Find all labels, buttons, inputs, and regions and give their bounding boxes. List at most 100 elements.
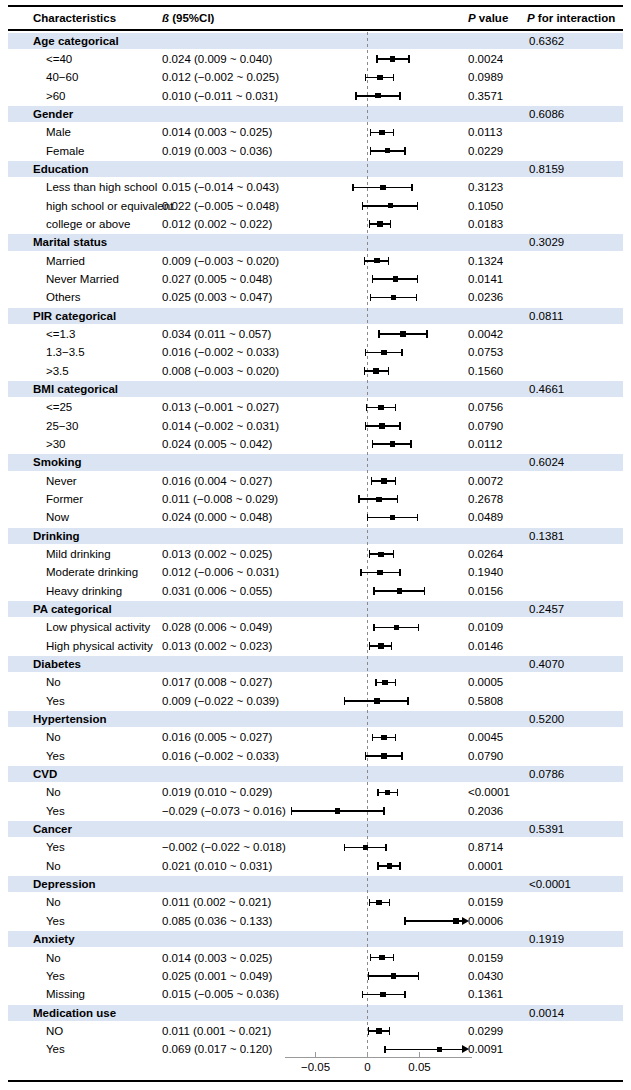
ci-cap-left <box>370 147 372 155</box>
ci-cap-left <box>365 74 367 82</box>
section-row: Drinking0.1381 <box>0 527 631 545</box>
p-value: 0.0159 <box>468 893 503 911</box>
forest-marker <box>375 93 380 98</box>
section-label: Diabetes <box>33 655 81 673</box>
beta-ci-text: −0.002 (−0.022 ~ 0.018) <box>162 838 286 856</box>
x-axis <box>285 1057 472 1059</box>
ci-cap-left <box>368 972 370 980</box>
ci-cap-right <box>388 257 390 265</box>
p-value: 0.0790 <box>468 417 503 435</box>
beta-ci-text: 0.015 (−0.014 ~ 0.043) <box>162 178 279 196</box>
subgroup-label: Never <box>46 472 77 490</box>
ci-cap-right <box>404 147 406 155</box>
beta-ci-text: 0.012 (0.002 ~ 0.022) <box>162 215 272 233</box>
p-interaction-value: 0.0786 <box>529 765 564 783</box>
ci-cap-left <box>358 495 360 503</box>
beta-ci-text: 0.011 (−0.008 ~ 0.029) <box>162 490 278 508</box>
section-row: Education0.8159 <box>0 160 631 178</box>
beta-ci-text: 0.016 (−0.002 ~ 0.033) <box>162 343 279 361</box>
forest-marker <box>376 1028 381 1033</box>
ci-cap-left <box>376 55 378 63</box>
subgroup-row: No0.014 (0.003 ~ 0.025)0.0159 <box>0 949 631 967</box>
p-value: 0.2036 <box>468 802 503 820</box>
subgroup-label: <=1.3 <box>46 325 75 343</box>
subgroup-label: NO <box>46 1022 63 1040</box>
p-value: 0.0141 <box>468 270 503 288</box>
subgroup-label: Missing <box>46 985 85 1003</box>
x-axis-tick-label: 0.05 <box>396 1061 444 1073</box>
p-interaction-value: 0.8159 <box>529 160 564 178</box>
beta-ci-text: 0.012 (−0.002 ~ 0.025) <box>162 68 279 86</box>
x-axis-tick <box>367 1052 368 1057</box>
p-value: 0.2678 <box>468 490 503 508</box>
p-value: 0.0001 <box>468 857 503 875</box>
p-symbol: P <box>527 12 535 24</box>
ci-cap-left <box>366 404 368 412</box>
subgroup-row: Yes0.085 (0.036 ~ 0.133)0.0006 <box>0 912 631 930</box>
ci-cap-left <box>404 917 406 925</box>
subgroup-row: <=400.024 (0.009 ~ 0.040)0.0024 <box>0 50 631 68</box>
beta-ci-text: 0.012 (−0.006 ~ 0.031) <box>162 563 279 581</box>
subgroup-row: >600.010 (−0.011 ~ 0.031)0.3571 <box>0 87 631 105</box>
section-row: CVD0.0786 <box>0 765 631 783</box>
p-value: 0.3571 <box>468 87 503 105</box>
section-label: Age categorical <box>33 32 119 50</box>
subgroup-row: 40−600.012 (−0.002 ~ 0.025)0.0989 <box>0 68 631 86</box>
column-header-beta-ci: ß (95%CI) <box>162 8 214 29</box>
beta-ci-text: 0.024 (0.000 ~ 0.048) <box>162 508 272 526</box>
forest-plot: Characteristics ß (95%CI) P value P for … <box>0 0 631 1090</box>
section-row: Marital status0.3029 <box>0 233 631 251</box>
p-value: 0.0112 <box>468 435 502 453</box>
subgroup-label: college or above <box>46 215 130 233</box>
p-value: 0.0159 <box>468 949 503 967</box>
beta-ci-text: 0.025 (0.001 ~ 0.049) <box>162 967 272 985</box>
p-value: 0.1324 <box>468 252 503 270</box>
section-label: PA categorical <box>33 600 112 618</box>
p-value: 0.3123 <box>468 178 503 196</box>
subgroup-label: Now <box>46 508 69 526</box>
ci-cap-left <box>365 422 367 430</box>
section-row: Gender0.6086 <box>0 105 631 123</box>
beta-ci-text: 0.027 (0.005 ~ 0.048) <box>162 270 272 288</box>
subgroup-row: 1.3−3.50.016 (−0.002 ~ 0.033)0.0753 <box>0 343 631 361</box>
p-value: 0.1560 <box>468 362 503 380</box>
forest-marker <box>453 918 458 923</box>
subgroup-label: Yes <box>46 967 65 985</box>
subgroup-label: Mild drinking <box>46 545 111 563</box>
zero-reference-line <box>367 32 368 1050</box>
ci-cap-left <box>384 1046 386 1054</box>
subgroup-row: No0.016 (0.005 ~ 0.027)0.0045 <box>0 728 631 746</box>
ci-cap-left <box>369 550 371 558</box>
beta-ci-text: 0.024 (0.009 ~ 0.040) <box>162 50 272 68</box>
beta-ci-text: 0.014 (0.003 ~ 0.025) <box>162 123 272 141</box>
ci-cap-right <box>393 954 395 962</box>
ci-cap-left <box>362 991 364 999</box>
forest-marker <box>391 295 396 300</box>
subgroup-label: Former <box>46 490 83 508</box>
subgroup-label: Yes <box>46 747 65 765</box>
subgroup-label: High physical activity <box>46 637 153 655</box>
subgroup-row: Others0.025 (0.003 ~ 0.047)0.0236 <box>0 288 631 306</box>
subgroup-label: Yes <box>46 1040 65 1058</box>
ci-cap-left <box>364 367 366 375</box>
forest-marker <box>397 588 402 593</box>
ci-cap-left <box>378 330 380 338</box>
subgroup-row: Heavy drinking0.031 (0.006 ~ 0.055)0.015… <box>0 582 631 600</box>
p-value: 0.0005 <box>468 673 503 691</box>
forest-marker <box>373 368 378 373</box>
p-value: 0.0989 <box>468 68 503 86</box>
subgroup-label: Married <box>46 252 85 270</box>
ci-cap-right <box>385 844 387 852</box>
subgroup-row: high school or equivalent0.022 (−0.005 ~… <box>0 197 631 215</box>
p-interaction-value: 0.5200 <box>529 710 564 728</box>
p-value: 0.0236 <box>468 288 503 306</box>
beta-ci-text: 0.009 (−0.022 ~ 0.039) <box>162 692 279 710</box>
bottom-rule <box>8 1080 623 1083</box>
p-value: 0.1361 <box>468 985 503 1003</box>
ci-cap-right <box>417 202 419 210</box>
subgroup-label: Male <box>46 123 71 141</box>
section-row: Diabetes0.4070 <box>0 655 631 673</box>
beta-ci-text: 0.022 (−0.005 ~ 0.048) <box>162 197 279 215</box>
subgroup-label: >3.5 <box>46 362 69 380</box>
subgroup-label: Low physical activity <box>46 618 150 636</box>
